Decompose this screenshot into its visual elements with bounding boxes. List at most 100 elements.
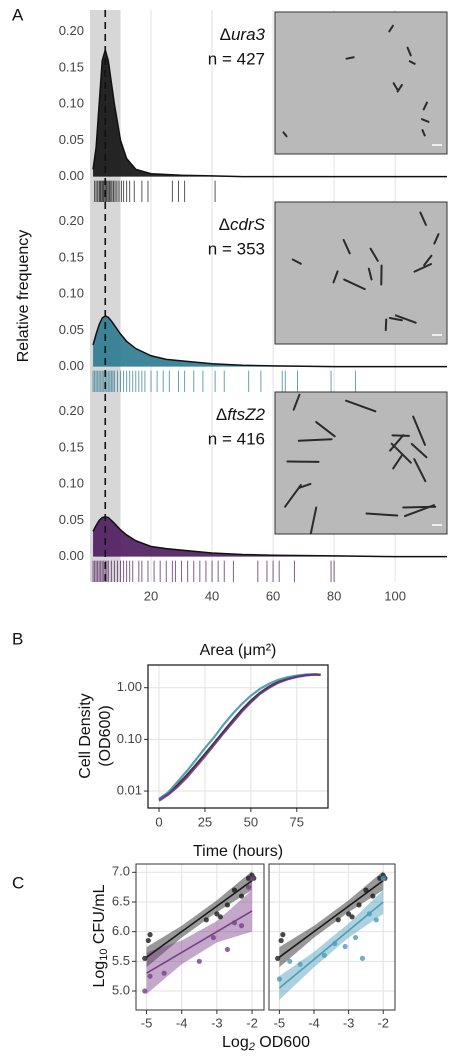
- y-tick-label: 0.20: [59, 213, 84, 228]
- micrograph: [274, 201, 448, 345]
- data-point: [276, 976, 282, 982]
- x-tick-label: -4: [176, 1015, 188, 1030]
- data-point: [342, 943, 348, 950]
- y-tick-label: 7.0: [112, 864, 130, 879]
- cell: [433, 233, 440, 245]
- data-point: [224, 902, 231, 908]
- cell: [343, 278, 366, 291]
- plot-frame: [135, 863, 265, 1011]
- x-tick-label: -3: [211, 1015, 223, 1030]
- data-point: [210, 934, 216, 941]
- cell: [392, 453, 404, 470]
- facet-label: ΔcdrS: [219, 215, 266, 234]
- facet-label-prefix: Δ: [219, 215, 230, 234]
- cell: [394, 314, 417, 324]
- cell: [402, 505, 437, 509]
- x-tick-label: 60: [266, 588, 280, 603]
- data-point: [287, 958, 293, 964]
- cell: [392, 82, 400, 92]
- data-point: [238, 923, 245, 929]
- x-tick-label: -3: [343, 1015, 355, 1030]
- y-tick-label: 0.15: [59, 249, 84, 264]
- x-tick-label: -5: [274, 1015, 286, 1030]
- y-tick-label: 0.10: [117, 731, 142, 746]
- y-tick-label: 0.00: [59, 358, 84, 373]
- facet-label-prefix: Δ: [216, 405, 227, 424]
- cell: [367, 267, 373, 281]
- y-axis-label-sub: 10: [98, 949, 110, 961]
- y-axis-label: (OD600): [97, 705, 114, 766]
- cell: [410, 442, 428, 459]
- cell: [291, 258, 302, 265]
- data-point: [278, 937, 284, 944]
- data-point: [297, 961, 303, 967]
- cell: [282, 131, 288, 138]
- x-axis-label: Area (μm²): [200, 642, 277, 659]
- data-point: [142, 955, 148, 961]
- cell: [365, 512, 399, 517]
- growth-curve: [158, 673, 321, 800]
- micrograph-frame: [274, 391, 448, 535]
- cell: [413, 263, 433, 273]
- y-tick-label: 6.0: [112, 923, 130, 938]
- x-tick-label: -2: [377, 1015, 389, 1030]
- data-point: [147, 932, 153, 938]
- facet-label: Δura3: [220, 25, 266, 44]
- facet-label-name: cdrS: [230, 215, 266, 234]
- fit-line: [146, 879, 253, 958]
- y-tick-label: 0.10: [59, 476, 84, 491]
- y-axis-label: Relative frequency: [15, 230, 32, 363]
- facet-label-name: ura3: [231, 25, 266, 44]
- data-point: [349, 914, 355, 920]
- cell: [388, 24, 394, 33]
- panel-letter: A: [12, 5, 24, 24]
- y-tick-label: 0.05: [59, 512, 84, 527]
- x-tick-label: 40: [205, 588, 219, 603]
- cell: [413, 458, 427, 483]
- x-tick-label: 20: [144, 588, 158, 603]
- cell: [389, 434, 405, 452]
- data-point: [245, 884, 252, 890]
- data-point: [280, 932, 286, 938]
- data-point: [147, 973, 153, 979]
- data-point: [363, 887, 369, 893]
- facet-count: n = 416: [208, 429, 265, 448]
- plot-frame: [147, 664, 329, 809]
- panel-letter: B: [12, 629, 23, 648]
- x-tick-label: 80: [327, 588, 341, 603]
- data-point: [214, 911, 220, 917]
- cell: [419, 211, 427, 226]
- cell: [388, 316, 403, 322]
- density-area: [93, 516, 448, 557]
- data-point: [231, 920, 238, 926]
- data-point: [231, 887, 238, 893]
- x-tick-label: 0: [155, 814, 162, 829]
- y-axis-label-base: Log: [91, 961, 108, 988]
- fit-line: [278, 879, 384, 958]
- cell: [345, 399, 377, 413]
- cell: [297, 438, 333, 442]
- x-tick-label: -2: [246, 1015, 258, 1030]
- cell: [284, 484, 302, 508]
- x-axis-label: Log2 OD600: [222, 1034, 310, 1053]
- panel-letter: C: [12, 873, 24, 892]
- facet-count: n = 353: [208, 239, 265, 258]
- y-axis-label: Log10 CFU/mL: [91, 884, 110, 987]
- data-point: [161, 970, 167, 976]
- x-tick-label: 25: [198, 814, 212, 829]
- data-point: [196, 958, 202, 964]
- data-point: [321, 952, 327, 958]
- micrograph-frame: [274, 201, 448, 345]
- micrograph: [274, 391, 448, 535]
- data-point: [145, 937, 151, 944]
- density-area: [93, 315, 448, 367]
- cell: [422, 101, 428, 111]
- micrograph-frame: [274, 11, 448, 155]
- x-axis-label-sub: 2: [248, 1041, 255, 1053]
- data-point: [370, 893, 376, 899]
- cell: [420, 118, 430, 123]
- y-tick-label: 0.01: [117, 782, 142, 797]
- y-tick-label: 1.00: [117, 679, 142, 694]
- data-point: [366, 911, 372, 917]
